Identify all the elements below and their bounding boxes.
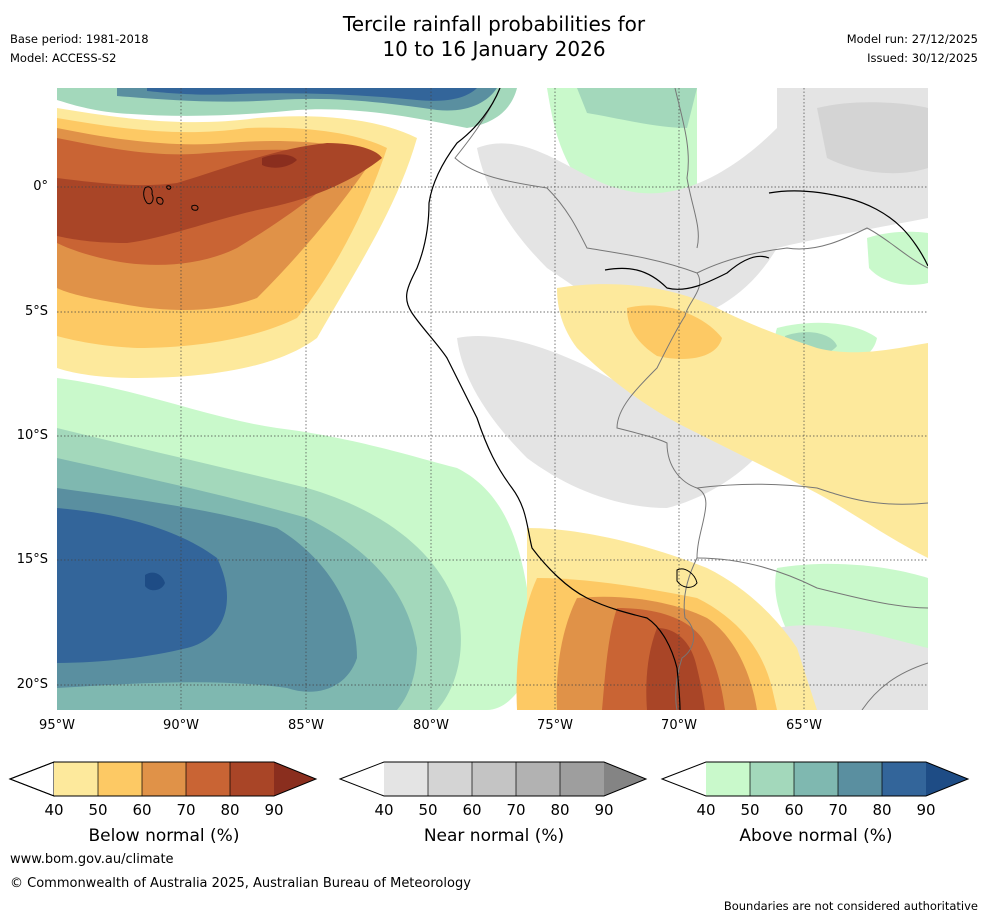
latitude-gridlines (57, 186, 928, 686)
colorbar-near-normal (338, 761, 648, 797)
colorbar-swatch (516, 762, 560, 796)
lon-label: 65°W (786, 718, 822, 733)
colorbar-swatch (428, 762, 472, 796)
colorbar-tick: 90 (264, 801, 284, 819)
colorbar-tick: 70 (506, 801, 526, 819)
title-line-2: 10 to 16 January 2026 (382, 37, 606, 61)
website-link[interactable]: www.bom.gov.au/climate (10, 852, 174, 867)
colorbar-swatch (706, 762, 750, 796)
near-normal-region-central (457, 336, 777, 508)
colorbar-tick: 60 (132, 801, 152, 819)
below-normal-region-east-40 (557, 284, 928, 558)
colorbar-label-near-normal: Near normal (%) (423, 826, 565, 846)
colorbar-label-above-normal: Above normal (%) (739, 826, 893, 846)
colorbar-swatch (472, 762, 516, 796)
issued-date: Issued: 30/12/2025 (867, 51, 978, 65)
lon-label: 70°W (661, 718, 697, 733)
colorbar-tick: 60 (462, 801, 482, 819)
colorbar-tick: 40 (696, 801, 716, 819)
lon-label: 75°W (537, 718, 573, 733)
colorbar-outline (8, 761, 318, 797)
colorbar-label-below-normal: Below normal (%) (88, 826, 240, 846)
longitude-gridlines (180, 88, 805, 710)
above-normal-region-north-80 (147, 88, 477, 101)
colorbar-dividers (97, 762, 231, 796)
lat-label: 20°S (16, 677, 48, 692)
lat-label: 0° (33, 179, 48, 194)
colorbar-over-triangle (926, 762, 968, 796)
colorbar-swatch (98, 762, 142, 796)
base-period: Base period: 1981-2018 (10, 32, 149, 46)
colorbar-tick: 90 (594, 801, 614, 819)
lat-label: 15°S (16, 552, 48, 567)
colorbar-swatch (384, 762, 428, 796)
meta-right: Model run: 27/12/2025 Issued: 30/12/2025 (847, 32, 978, 70)
lon-label: 90°W (163, 718, 199, 733)
colorbar-swatch (750, 762, 794, 796)
probability-map (57, 88, 928, 710)
above-normal-region-sw-90 (145, 572, 165, 591)
near-normal-region-north-dark (817, 102, 928, 174)
colorbar-tick: 50 (418, 801, 438, 819)
lat-label: 10°S (16, 428, 48, 443)
colorbar-tick: 50 (740, 801, 760, 819)
colorbar-tick: 40 (374, 801, 394, 819)
meta-left: Base period: 1981-2018 Model: ACCESS-S2 (10, 32, 149, 70)
near-normal-region-north (477, 88, 928, 328)
colorbar-dividers (427, 762, 561, 796)
colorbar-over-triangle (604, 762, 646, 796)
colorbar-swatch (186, 762, 230, 796)
colorbar-tick: 60 (784, 801, 804, 819)
colorbar-tick: 90 (916, 801, 936, 819)
colorbar-under-triangle (8, 761, 55, 797)
model-name: Model: ACCESS-S2 (10, 51, 117, 65)
colorbar-swatch (560, 762, 604, 796)
below-normal-region-south-80 (646, 628, 705, 710)
above-normal-region-ne (867, 231, 928, 285)
lon-label: 80°W (413, 718, 449, 733)
colorbar-swatch (230, 762, 274, 796)
above-normal-region-top-teal (577, 88, 697, 128)
map-title: Tercile rainfall probabilities for 10 to… (0, 12, 988, 62)
title-line-1: Tercile rainfall probabilities for (342, 12, 646, 36)
colorbar-tick: 80 (220, 801, 240, 819)
colorbar-swatch (838, 762, 882, 796)
colorbar-swatch (54, 762, 98, 796)
model-run: Model run: 27/12/2025 (846, 32, 978, 46)
below-normal-region-nw-80 (57, 143, 382, 243)
lon-label: 85°W (288, 718, 324, 733)
colorbar-over-triangle (274, 762, 316, 796)
colorbar-swatch (142, 762, 186, 796)
colorbar-tick: 40 (44, 801, 64, 819)
colorbar-outline (660, 761, 970, 797)
colorbar-below-normal (8, 761, 318, 797)
coastline (405, 88, 928, 710)
colorbar-swatch (882, 762, 926, 796)
colorbar-tick: 70 (176, 801, 196, 819)
colorbar-above-normal (660, 761, 970, 797)
colorbar-tick: 50 (88, 801, 108, 819)
lat-label: 5°S (24, 304, 48, 319)
boundaries-disclaimer: Boundaries are not considered authoritat… (723, 899, 978, 913)
below-normal-region-nw-90 (262, 154, 297, 168)
colorbar-tick: 70 (828, 801, 848, 819)
below-normal-region-east-50 (627, 305, 722, 359)
colorbar-under-triangle (340, 762, 384, 796)
colorbar-tick: 80 (872, 801, 892, 819)
colorbar-outline (338, 761, 648, 797)
country-borders (454, 88, 928, 710)
colorbar-tick: 80 (550, 801, 570, 819)
copyright-notice: © Commonwealth of Australia 2025, Austra… (10, 876, 471, 891)
colorbar-swatch (794, 762, 838, 796)
colorbar-under-triangle (662, 762, 706, 796)
colorbar-dividers (749, 762, 883, 796)
lake-titicaca (676, 568, 698, 588)
galapagos-islands (143, 185, 199, 211)
above-normal-region-sw-80 (57, 508, 227, 663)
lon-label: 95°W (39, 718, 75, 733)
